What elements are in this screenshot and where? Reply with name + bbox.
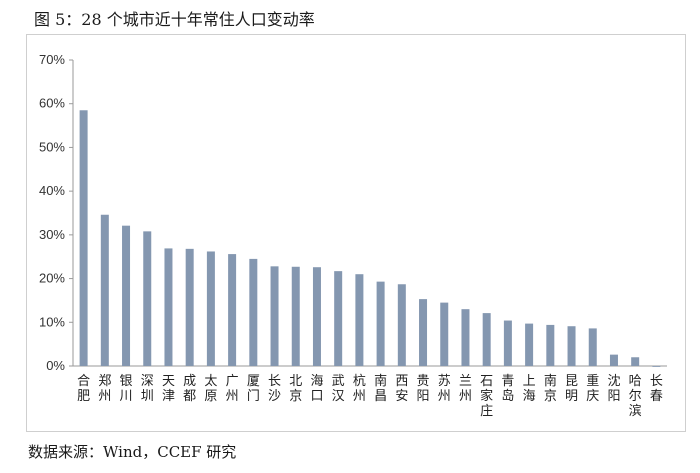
- x-tick-label: 哈尔滨: [629, 374, 642, 419]
- figure-title: 图 5：28 个城市近十年常住人口变动率: [34, 10, 315, 29]
- bar: [206, 251, 215, 366]
- x-tick-label: 深圳: [141, 374, 154, 404]
- x-tick-label: 太原: [204, 374, 217, 404]
- bar: [143, 231, 152, 366]
- bar: [100, 214, 109, 366]
- bar: [609, 354, 618, 366]
- bar: [525, 323, 534, 366]
- bar: [291, 266, 300, 366]
- y-tick-label: 70%: [39, 52, 65, 67]
- x-tick-label: 合肥: [77, 374, 90, 404]
- x-tick-label: 重庆: [586, 373, 599, 404]
- x-tick-label: 厦门: [247, 374, 260, 404]
- x-tick-label: 郑州: [98, 374, 111, 404]
- bar: [440, 302, 449, 366]
- x-tick-label: 贵阳: [417, 374, 430, 404]
- bar: [185, 248, 194, 366]
- bar: [631, 357, 640, 366]
- y-tick-label: 40%: [39, 183, 65, 198]
- x-tick-label: 上海: [523, 374, 536, 404]
- x-tick-label: 石家庄: [480, 374, 493, 419]
- x-tick-label: 天津: [162, 374, 175, 404]
- bar: [397, 284, 406, 366]
- x-tick-label: 武汉: [332, 374, 345, 404]
- bar: [164, 248, 173, 366]
- y-tick-label: 50%: [39, 139, 65, 154]
- bar: [588, 328, 597, 366]
- x-tick-label: 北京: [289, 374, 302, 404]
- data-source-note: 数据来源：Wind，CCEF 研究: [28, 443, 237, 461]
- bar: [546, 324, 555, 366]
- bar: [334, 271, 343, 366]
- bar: [312, 267, 321, 366]
- bar: [461, 309, 470, 366]
- y-tick-label: 30%: [39, 227, 65, 242]
- x-tick-label: 南京: [544, 373, 557, 404]
- bar: [249, 258, 258, 366]
- x-tick-label: 昆明: [565, 374, 578, 404]
- bar: [567, 326, 576, 366]
- bar: [122, 225, 131, 366]
- y-tick-label: 60%: [39, 96, 65, 111]
- x-tick-label: 兰州: [459, 374, 472, 404]
- y-tick-label: 20%: [39, 271, 65, 286]
- bar: [652, 366, 661, 367]
- x-tick-label: 西安: [395, 374, 408, 404]
- bar: [503, 320, 512, 366]
- x-tick-label: 成都: [183, 374, 196, 404]
- x-tick-label: 南昌: [374, 373, 387, 404]
- x-tick-label: 银川: [120, 374, 133, 404]
- x-tick-label: 杭州: [353, 374, 366, 404]
- y-tick-label: 10%: [39, 314, 65, 329]
- bar: [355, 274, 364, 366]
- y-tick-label: 0%: [46, 358, 65, 373]
- x-tick-label: 苏州: [438, 373, 451, 404]
- chart-frame: [26, 34, 686, 432]
- x-tick-label: 广州: [226, 374, 239, 404]
- bar: [228, 254, 237, 366]
- bar: [419, 299, 428, 366]
- bar: [482, 313, 491, 366]
- bar: [270, 266, 279, 366]
- x-tick-label: 青岛: [501, 374, 514, 404]
- x-tick-label: 长春: [650, 374, 663, 404]
- x-tick-label: 海口: [310, 374, 323, 404]
- x-tick-label: 沈阳: [607, 374, 620, 404]
- bar: [79, 110, 88, 367]
- x-tick-label: 长沙: [268, 374, 281, 404]
- bar: [376, 281, 385, 366]
